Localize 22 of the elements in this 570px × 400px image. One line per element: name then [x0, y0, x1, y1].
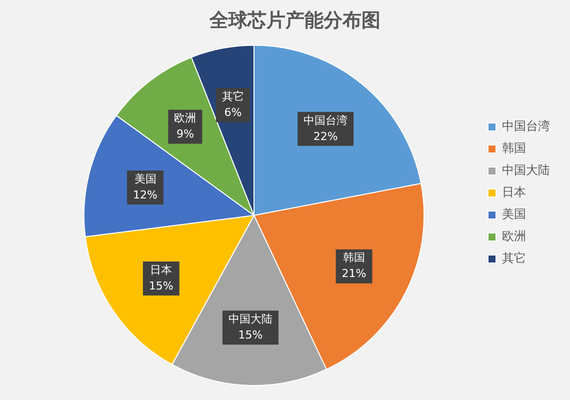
slice-label: 美国 [134, 172, 156, 186]
data-label: 9% [176, 128, 194, 141]
data-label: 22% [313, 130, 338, 143]
slice-label: 韩国 [343, 251, 366, 264]
slice-label: 日本 [150, 263, 172, 276]
data-label: 15% [238, 328, 263, 342]
data-label: 6% [224, 106, 242, 119]
slice-label: 中国大陆 [228, 312, 272, 326]
chart-title: 全球芯片产能分布图 [208, 9, 380, 32]
data-label: 15% [148, 279, 174, 292]
legend-label: 中国台湾 [502, 119, 550, 134]
data-label: 21% [342, 267, 366, 280]
legend-label: 欧洲 [502, 229, 526, 244]
legend-label: 韩国 [502, 141, 526, 156]
legend-label: 日本 [502, 185, 526, 200]
data-label: 12% [133, 188, 158, 202]
legend-label: 美国 [502, 207, 526, 222]
legend-label: 中国大陆 [502, 163, 550, 178]
slice-label: 中国台湾 [304, 114, 348, 127]
slice-label: 其它 [222, 90, 244, 103]
legend-label: 其它 [502, 251, 526, 266]
slice-label: 欧洲 [174, 112, 196, 125]
